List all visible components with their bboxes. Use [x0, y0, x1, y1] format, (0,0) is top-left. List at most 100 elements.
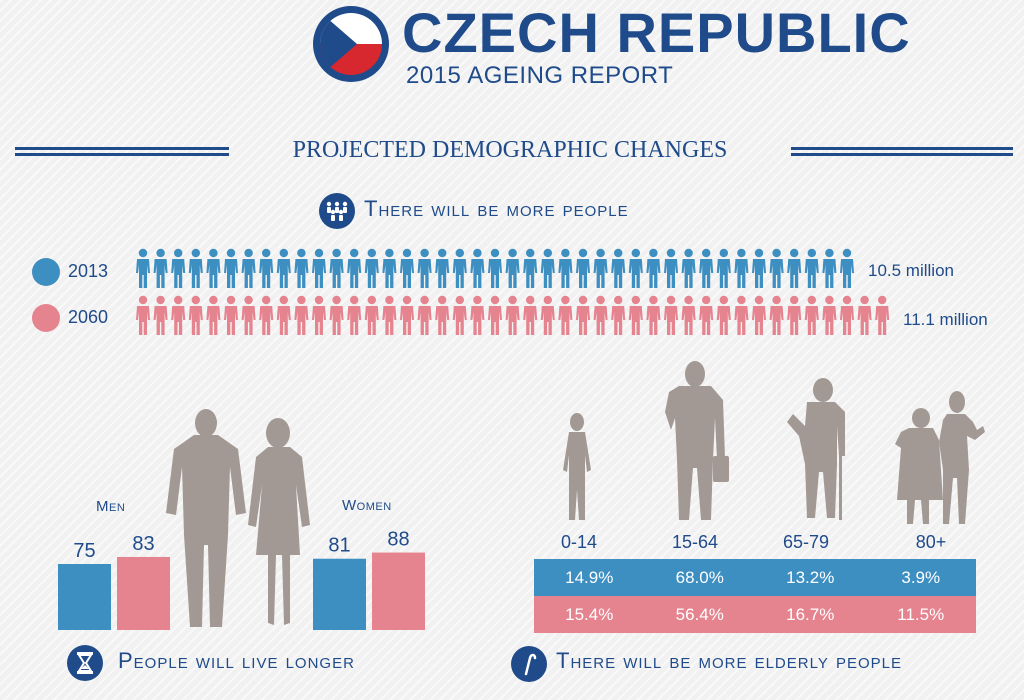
person-figure — [576, 295, 590, 335]
person-figure — [857, 295, 872, 335]
men-bar-2060 — [117, 556, 170, 630]
page-title: CZECH REPUBLIC — [402, 1, 911, 64]
population-heading: There will be more people — [364, 196, 629, 221]
year-label-2013: 2013 — [68, 261, 109, 281]
person-figure — [752, 295, 766, 335]
person-figure — [470, 295, 485, 335]
person-figure — [699, 248, 714, 288]
person-figure — [716, 295, 731, 335]
person-figure — [664, 295, 678, 335]
age-share-row-2060: 15.4% 56.4% 16.7% 11.5% — [534, 596, 976, 633]
person-figure — [646, 295, 661, 335]
person-figure — [241, 295, 256, 335]
age-share-row-2013: 14.9% 68.0% 13.2% 3.9% — [534, 559, 976, 596]
person-figure — [364, 295, 379, 335]
page-subtitle: 2015 AGEING REPORT — [406, 62, 674, 89]
person-figure — [259, 295, 274, 335]
person-figure — [488, 295, 502, 335]
person-figure — [347, 248, 362, 288]
age-structure-heading: There will be more elderly people — [556, 648, 902, 673]
person-figure — [153, 295, 168, 335]
person-figure — [804, 295, 819, 335]
person-figure — [593, 248, 608, 288]
person-figure — [787, 295, 802, 335]
men-bar-2013 — [58, 564, 111, 630]
population-row-2060 — [136, 295, 890, 335]
person-figure — [224, 295, 238, 335]
person-figure — [136, 295, 150, 335]
person-figure — [312, 248, 326, 288]
person-figure — [435, 295, 450, 335]
age-share-cell: 56.4% — [675, 604, 724, 624]
person-figure — [364, 248, 379, 288]
person-figure — [611, 248, 626, 288]
person-figure — [206, 295, 221, 335]
population-total-2013: 10.5 million — [868, 261, 954, 280]
person-figure — [875, 295, 890, 335]
person-figure — [259, 248, 274, 288]
person-figure — [224, 248, 238, 288]
person-figure — [382, 295, 397, 335]
person-figure — [734, 248, 749, 288]
person-figure — [294, 248, 309, 288]
age-group-label: 80+ — [915, 532, 947, 552]
cane-icon — [511, 646, 547, 682]
person-figure — [347, 295, 362, 335]
person-figure — [664, 248, 678, 288]
people-group-icon — [319, 193, 355, 229]
person-figure — [523, 248, 538, 288]
age-group-label: 65-79 — [782, 532, 830, 552]
person-figure — [681, 295, 696, 335]
life-expectancy-heading: People will live longer — [118, 648, 355, 673]
person-figure — [276, 295, 291, 335]
population-row-2013 — [136, 248, 854, 288]
person-figure — [153, 248, 168, 288]
person-figure — [540, 248, 555, 288]
person-figure — [417, 295, 432, 335]
person-figure — [505, 295, 520, 335]
man-woman-silhouette — [166, 409, 310, 627]
person-figure — [822, 248, 837, 288]
person-figure — [769, 295, 784, 335]
person-figure — [752, 248, 766, 288]
age-group-silhouettes — [563, 361, 985, 524]
person-figure — [822, 295, 837, 335]
person-figure — [400, 248, 414, 288]
person-figure — [241, 248, 256, 288]
person-figure — [558, 295, 573, 335]
person-figure — [840, 295, 854, 335]
age-share-cell: 3.9% — [901, 567, 941, 587]
section-title: PROJECTED DEMOGRAPHIC CHANGES — [292, 137, 728, 163]
person-figure — [276, 248, 291, 288]
person-figure — [576, 248, 590, 288]
life-expectancy-chart: 75 83 81 88 — [58, 530, 425, 630]
person-figure — [540, 295, 555, 335]
person-figure — [523, 295, 538, 335]
person-figure — [804, 248, 819, 288]
person-figure — [417, 248, 432, 288]
person-figure — [734, 295, 749, 335]
person-figure — [188, 295, 203, 335]
age-share-cell: 11.5% — [897, 604, 945, 624]
hourglass-icon — [67, 645, 103, 681]
person-figure — [171, 248, 186, 288]
person-figure — [171, 295, 186, 335]
women-bar-2060 — [372, 552, 425, 630]
person-figure — [382, 248, 397, 288]
person-figure — [628, 295, 643, 335]
person-figure — [611, 295, 626, 335]
women-label: Women — [342, 497, 392, 514]
person-figure — [488, 248, 502, 288]
age-share-cell: 68.0% — [675, 567, 724, 587]
women-bar-2013 — [313, 558, 366, 630]
person-figure — [628, 248, 643, 288]
person-figure — [329, 248, 344, 288]
age-share-cell: 16.7% — [786, 604, 835, 624]
person-figure — [312, 295, 326, 335]
population-total-2060: 11.1 million — [903, 310, 988, 329]
person-figure — [646, 248, 661, 288]
divider-left — [15, 147, 229, 156]
person-figure — [470, 248, 485, 288]
person-figure — [716, 248, 731, 288]
bar-value-label: 83 — [132, 533, 154, 555]
